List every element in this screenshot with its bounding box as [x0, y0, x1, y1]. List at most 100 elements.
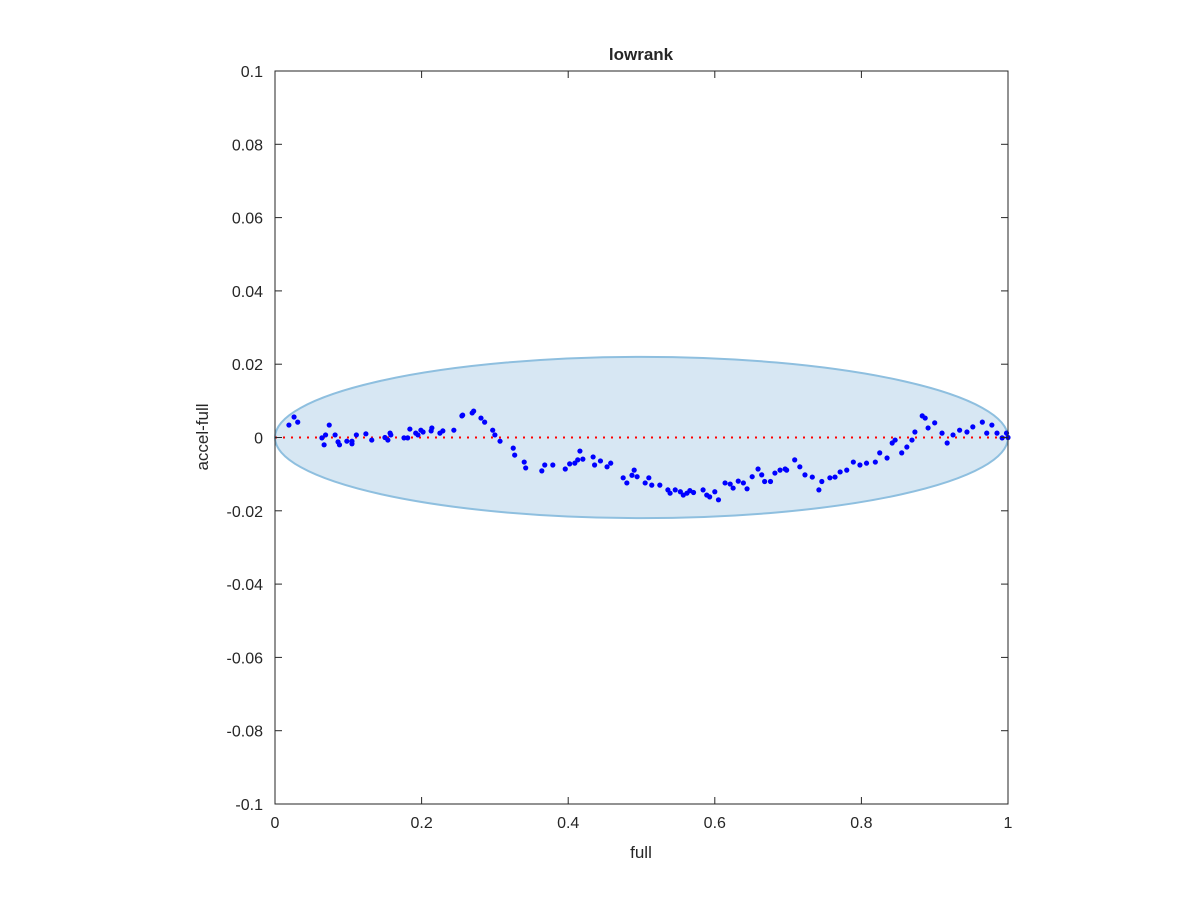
data-point — [590, 454, 596, 460]
data-point — [964, 429, 970, 435]
data-point — [784, 467, 790, 473]
data-point — [989, 422, 995, 428]
data-point — [832, 474, 838, 480]
x-tick-label: 0.4 — [557, 815, 579, 832]
data-point — [415, 432, 421, 438]
data-point — [291, 414, 297, 420]
data-point — [542, 462, 548, 468]
data-point — [777, 467, 783, 473]
data-point — [322, 432, 329, 438]
data-point — [523, 465, 529, 471]
data-point — [657, 482, 663, 488]
data-point — [792, 457, 798, 463]
data-point — [608, 460, 614, 466]
x-tick-label: 0 — [271, 815, 280, 832]
data-point — [762, 478, 768, 485]
data-point — [562, 466, 568, 472]
x-axis-label: full — [630, 843, 652, 862]
data-point — [385, 437, 391, 443]
y-tick-label: -0.08 — [227, 724, 264, 741]
data-point — [722, 480, 728, 486]
data-point — [667, 490, 673, 496]
data-point — [319, 435, 325, 441]
data-point — [388, 432, 394, 438]
data-point — [490, 427, 496, 433]
data-point — [970, 424, 976, 430]
data-point — [567, 461, 573, 467]
data-point — [755, 466, 761, 472]
data-point — [797, 464, 803, 470]
chart-title: lowrank — [609, 45, 674, 64]
data-point — [407, 426, 413, 432]
y-tick-label: 0.04 — [232, 284, 263, 301]
data-point — [550, 462, 556, 468]
data-point — [749, 474, 755, 480]
y-tick-label: 0.06 — [232, 211, 263, 228]
data-point — [353, 432, 359, 438]
data-point — [912, 429, 918, 435]
data-point — [332, 432, 338, 438]
data-point — [295, 419, 301, 425]
data-point — [349, 441, 355, 447]
data-point — [482, 419, 488, 425]
data-point — [984, 430, 990, 436]
data-point — [772, 470, 778, 476]
data-point — [460, 412, 466, 418]
data-point — [451, 427, 457, 433]
data-point — [715, 497, 722, 503]
data-point — [649, 482, 655, 488]
y-tick-label: 0 — [254, 431, 263, 448]
data-point — [672, 487, 678, 493]
data-point — [827, 475, 833, 481]
y-tick-label: 0.02 — [232, 357, 263, 374]
data-point — [884, 455, 890, 461]
data-point — [727, 481, 733, 487]
y-tick-label: -0.06 — [227, 650, 264, 667]
data-point — [863, 460, 870, 466]
data-point — [922, 415, 928, 421]
data-point — [740, 480, 746, 486]
data-point — [420, 429, 426, 435]
data-point — [604, 464, 610, 470]
data-point — [690, 489, 697, 496]
data-point — [950, 432, 956, 438]
data-point — [872, 459, 878, 465]
data-point — [877, 450, 883, 456]
data-point — [336, 442, 343, 448]
data-point — [580, 456, 586, 462]
data-point — [471, 408, 477, 414]
data-point — [629, 472, 635, 478]
y-axis-label: accel-full — [193, 403, 212, 470]
data-point — [712, 489, 718, 495]
data-point — [837, 469, 843, 475]
data-point — [899, 450, 905, 456]
data-point — [286, 422, 292, 428]
data-point — [326, 422, 332, 428]
data-point — [497, 438, 503, 444]
x-tick-label: 0.6 — [704, 815, 726, 832]
data-point — [932, 420, 938, 426]
data-point — [994, 430, 1000, 436]
data-point — [925, 425, 931, 431]
data-point — [642, 480, 648, 486]
data-point — [857, 462, 863, 468]
y-tick-label: 0.08 — [232, 137, 263, 154]
data-point — [700, 487, 706, 493]
x-tick-label: 0.8 — [850, 815, 872, 832]
x-tick-label: 0.2 — [410, 815, 432, 832]
data-point — [892, 437, 898, 443]
data-point — [631, 467, 637, 473]
data-point — [321, 442, 327, 448]
data-point — [909, 437, 915, 443]
data-point — [512, 452, 518, 458]
data-point — [809, 474, 815, 480]
y-tick-label: -0.02 — [227, 504, 264, 521]
data-point — [735, 478, 741, 484]
data-point — [850, 459, 856, 465]
data-point — [510, 445, 516, 451]
data-point — [492, 432, 498, 438]
data-point — [844, 467, 850, 473]
data-point — [429, 425, 435, 431]
data-point — [577, 448, 583, 454]
